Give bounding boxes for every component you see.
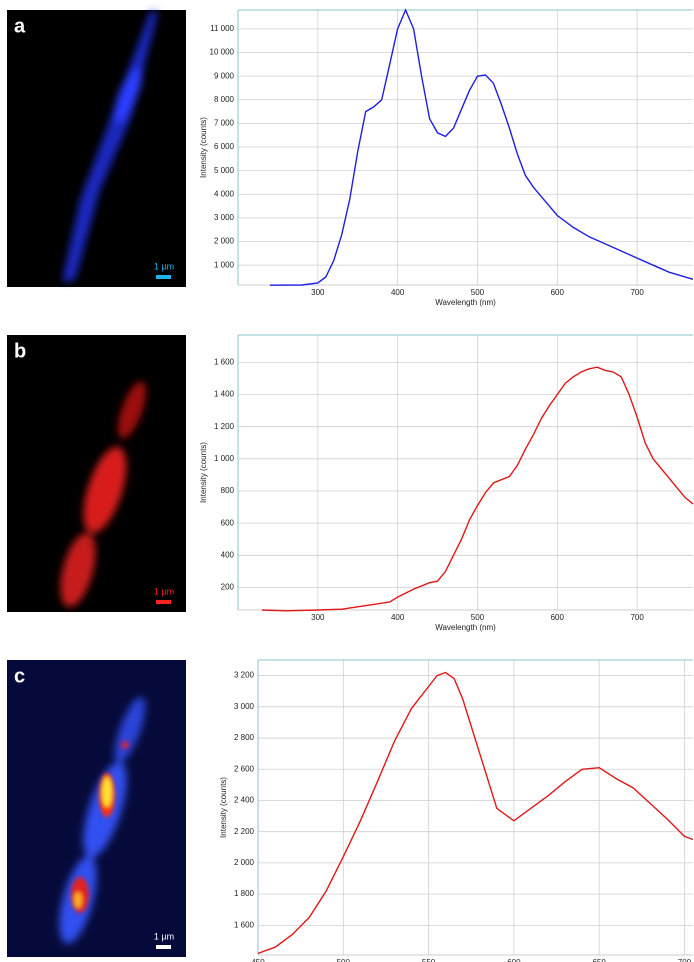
scale-bar-label: 1 µm	[154, 586, 174, 596]
x-tick-label: 300	[311, 613, 325, 622]
x-tick-label: 400	[391, 613, 405, 622]
y-axis-label: Intensity (counts)	[219, 777, 228, 838]
y-tick-label: 1 000	[214, 260, 235, 269]
scale-bar	[156, 600, 171, 604]
y-tick-label: 1 000	[214, 454, 235, 463]
y-tick-label: 8 000	[214, 95, 235, 104]
y-tick-label: 1 200	[214, 422, 235, 431]
y-tick-label: 11 000	[210, 24, 234, 33]
x-tick-label: 500	[471, 613, 485, 622]
image-b	[7, 335, 186, 612]
x-tick-label: 450	[251, 958, 265, 962]
y-axis-label: Intensity (counts)	[199, 117, 208, 178]
y-tick-label: 6 000	[214, 142, 235, 151]
y-tick-label: 600	[221, 518, 235, 527]
x-axis-label: Wavelength (nm)	[435, 623, 496, 632]
panel-label: c	[14, 665, 25, 687]
x-tick-label: 550	[422, 958, 436, 962]
panel-label: a	[14, 15, 26, 37]
image-c	[7, 660, 186, 957]
y-tick-label: 2 600	[234, 764, 255, 773]
plot-area	[258, 660, 693, 955]
y-tick-label: 2 800	[234, 733, 255, 742]
y-tick-label: 3 000	[234, 702, 255, 711]
x-tick-label: 700	[630, 288, 644, 297]
y-tick-label: 1 600	[234, 920, 255, 929]
y-tick-label: 200	[221, 583, 235, 592]
y-tick-label: 400	[221, 550, 235, 559]
x-axis-label: Wavelength (nm)	[435, 298, 496, 307]
x-tick-label: 600	[507, 958, 521, 962]
y-tick-label: 3 000	[214, 213, 235, 222]
scale-bar	[156, 945, 171, 949]
y-tick-label: 3 200	[234, 671, 255, 680]
x-tick-label: 700	[630, 613, 644, 622]
y-tick-label: 1 400	[214, 390, 235, 399]
x-tick-label: 300	[311, 288, 325, 297]
image-a	[7, 10, 186, 287]
y-tick-label: 1 600	[214, 357, 235, 366]
y-tick-label: 1 800	[234, 889, 255, 898]
x-tick-label: 500	[471, 288, 485, 297]
y-tick-label: 2 000	[214, 237, 235, 246]
line-series	[261, 366, 694, 612]
x-tick-label: 600	[551, 288, 565, 297]
plot-area	[238, 10, 693, 285]
x-tick-label: 650	[592, 958, 606, 962]
scale-bar-label: 1 µm	[154, 261, 174, 271]
line-series	[257, 671, 694, 955]
x-tick-label: 400	[391, 288, 405, 297]
scale-bar-label: 1 µm	[154, 931, 174, 941]
scale-bar	[156, 275, 171, 279]
y-tick-label: 2 400	[234, 796, 255, 805]
y-tick-label: 10 000	[210, 48, 235, 57]
y-tick-label: 800	[221, 486, 235, 495]
y-tick-label: 2 000	[234, 858, 255, 867]
x-tick-label: 500	[337, 958, 351, 962]
panel-label: b	[14, 340, 26, 362]
x-tick-label: 700	[678, 958, 692, 962]
line-series	[269, 8, 694, 286]
y-tick-label: 9 000	[214, 71, 235, 80]
y-tick-label: 4 000	[214, 189, 235, 198]
plot-area	[238, 335, 693, 610]
y-axis-label: Intensity (counts)	[199, 442, 208, 503]
y-tick-label: 5 000	[214, 166, 235, 175]
y-tick-label: 2 200	[234, 827, 255, 836]
x-tick-label: 600	[551, 613, 565, 622]
y-tick-label: 7 000	[214, 119, 235, 128]
